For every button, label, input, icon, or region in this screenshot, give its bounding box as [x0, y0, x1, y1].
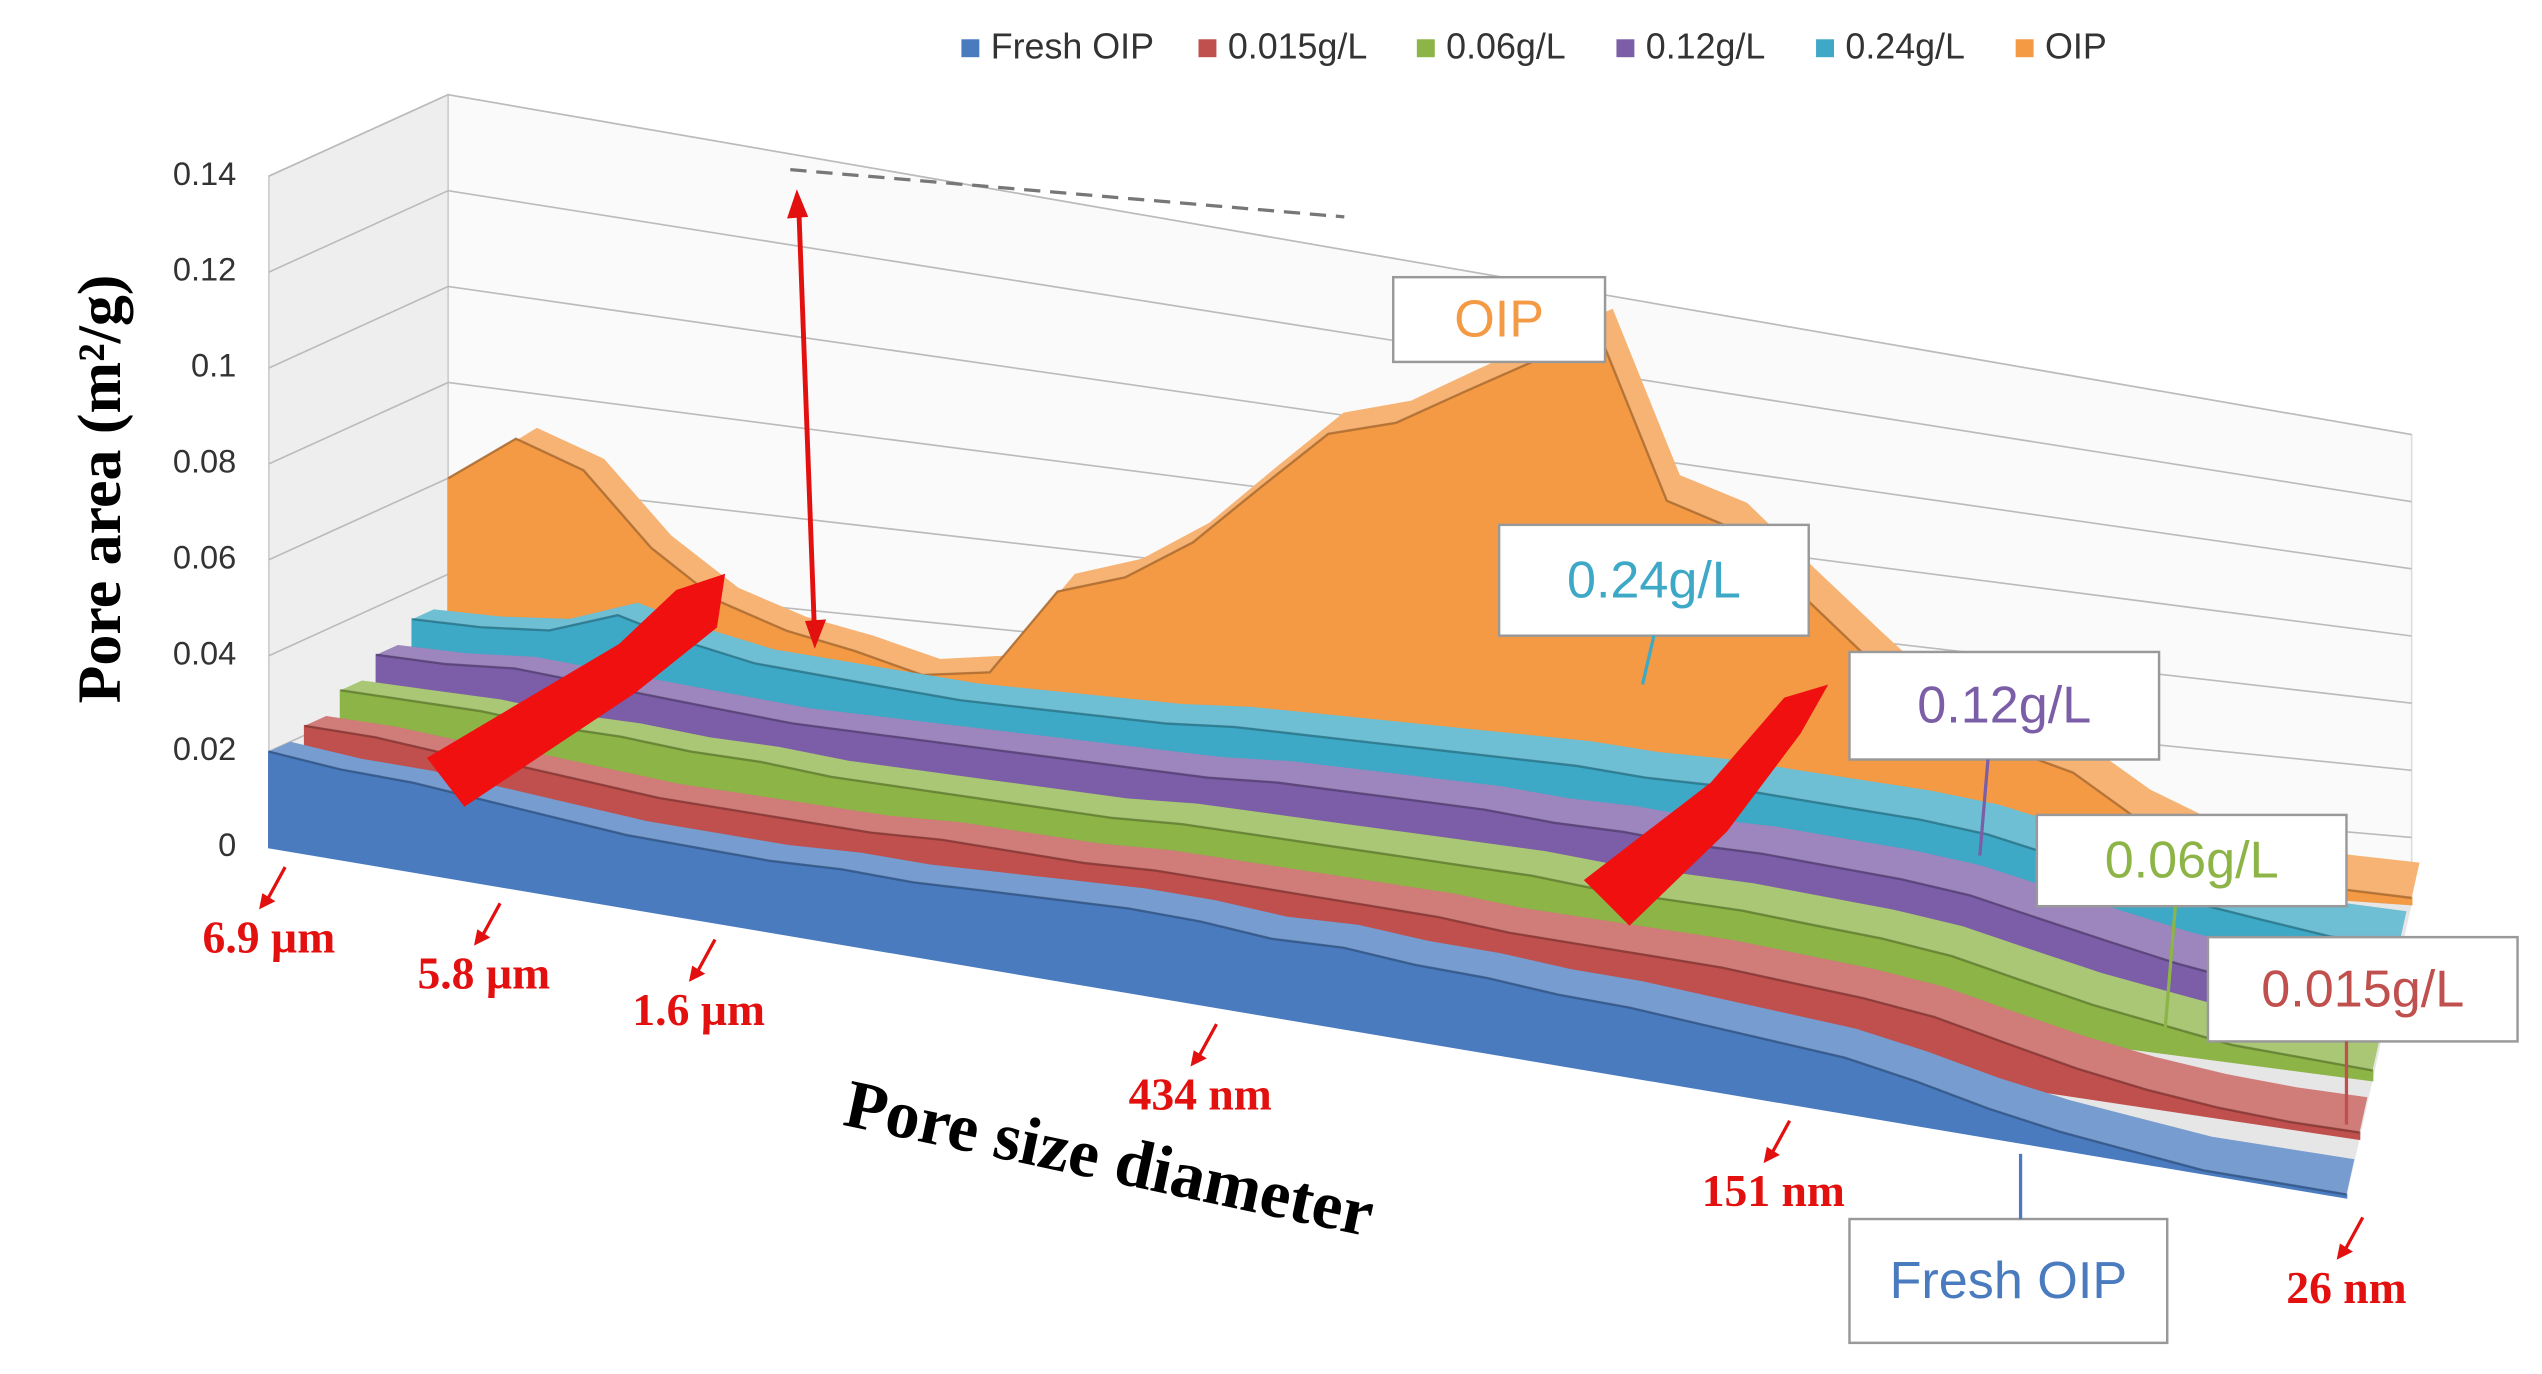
trend-arrow — [426, 573, 726, 807]
legend-label: 0.12g/L — [1646, 27, 1766, 67]
area-line — [268, 750, 2347, 1196]
x-tick-label: 151 nm — [1702, 1165, 1845, 1216]
area-top-shade — [340, 680, 2381, 1071]
legend-swatch — [961, 39, 980, 58]
grid-line — [268, 189, 2412, 503]
area-top-shade — [304, 716, 2368, 1133]
y-tick-label: 0.1 — [191, 348, 236, 384]
x-tick-label: 434 nm — [1129, 1069, 1272, 1120]
callout-box — [1391, 275, 1607, 364]
legend-swatch — [1616, 39, 1635, 58]
legend-swatch — [1816, 39, 1834, 58]
legend-label: 0.06g/L — [1446, 27, 1566, 67]
callout-label: 0.12g/L — [1917, 677, 2091, 735]
range-arrow — [796, 198, 818, 640]
x-tick-arrow — [264, 866, 287, 904]
x-tick-label: 6.9 µm — [203, 911, 336, 962]
x-tick-arrowhead — [1763, 1146, 1780, 1164]
legend-label: OIP — [2045, 27, 2107, 67]
x-tick-label: 5.8 µm — [417, 948, 550, 999]
x-tick-arrowhead — [688, 965, 706, 982]
x-tick-arrowhead — [474, 929, 491, 946]
callout-label: Fresh OIP — [1890, 1252, 2128, 1310]
y-tick-label: 0.12 — [173, 252, 236, 288]
trend-arrow — [1583, 684, 1829, 926]
x-tick-arrowhead — [2336, 1243, 2353, 1260]
range-arrowhead — [804, 619, 827, 649]
callout-label: 0.015g/L — [2261, 960, 2464, 1018]
callout-arrow — [1978, 759, 1990, 856]
area-top-shade — [412, 602, 2407, 947]
peak-dash — [790, 168, 1345, 219]
x-tick-arrow — [694, 938, 717, 977]
area-line — [447, 331, 2412, 900]
area-top-shade — [268, 741, 2355, 1195]
range-arrowhead — [787, 189, 809, 219]
area-face — [268, 750, 2348, 1199]
x-axis-title: Pore size diameter — [838, 1065, 1380, 1251]
area-top — [340, 680, 2381, 1071]
y-tick-label: 0.04 — [173, 635, 236, 671]
callout-arrow — [1640, 635, 1656, 685]
area-top — [412, 602, 2407, 947]
callout-label: OIP — [1454, 291, 1544, 349]
y-tick-label: 0 — [218, 827, 236, 863]
callout-label: 0.24g/L — [1567, 551, 1741, 609]
y-axis-title: Pore area (m²/g) — [66, 275, 134, 704]
y-tick-label: 0.08 — [173, 443, 236, 479]
x-tick-arrow — [2341, 1216, 2365, 1255]
callout-box — [2206, 935, 2519, 1043]
legend-swatch — [1198, 39, 1217, 58]
x-tick-arrowhead — [1190, 1050, 1207, 1067]
callout-label: 0.06g/L — [2105, 832, 2279, 890]
y-tick-label: 0.06 — [173, 539, 236, 575]
callout-arrow — [2162, 906, 2177, 1044]
callout-box — [1497, 523, 1810, 637]
legend-label: Fresh OIP — [991, 27, 1154, 67]
grid-line — [268, 285, 2412, 570]
area-top — [268, 741, 2355, 1195]
y-tick-label: 0.02 — [173, 731, 236, 767]
callout-box — [1848, 650, 2161, 761]
legend-label: 0.015g/L — [1228, 27, 1367, 67]
area-line — [340, 689, 2373, 1072]
x-tick-arrow — [1195, 1023, 1218, 1061]
legend-label: 0.24g/L — [1845, 27, 1965, 67]
area-line — [376, 653, 2386, 1010]
x-tick-arrow — [479, 902, 502, 940]
x-tick-label: 26 nm — [2286, 1262, 2406, 1313]
area-line — [304, 724, 2360, 1134]
area-top — [304, 716, 2368, 1133]
x-tick-label: 1.6 µm — [632, 984, 765, 1035]
y-tick-label: 0.14 — [173, 156, 236, 192]
legend-swatch — [2015, 39, 2034, 58]
grid-line — [268, 93, 2412, 436]
callout-box — [1848, 1217, 2169, 1345]
x-tick-arrowhead — [259, 893, 276, 910]
x-tick-arrow — [1768, 1119, 1792, 1158]
callout-box — [2035, 813, 2348, 908]
legend-swatch — [1416, 39, 1435, 58]
